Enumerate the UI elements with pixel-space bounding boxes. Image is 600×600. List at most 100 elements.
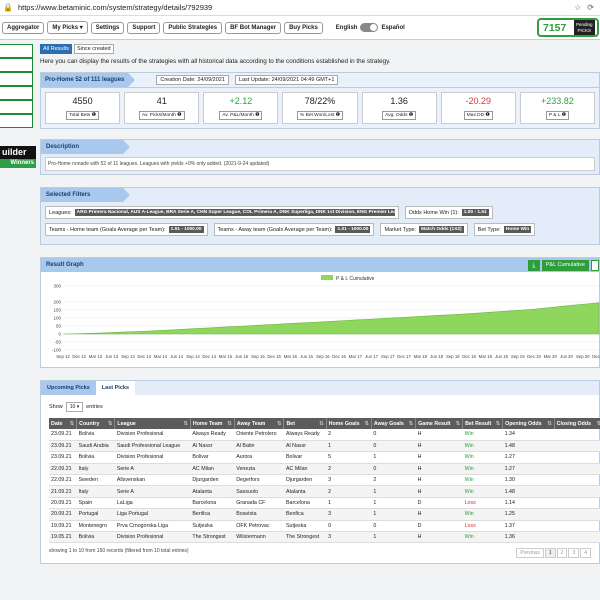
tab-since-created[interactable]: Since created <box>73 44 114 54</box>
tab-all-results[interactable]: All Results <box>40 44 72 54</box>
table-row[interactable]: 19.09.21 Montenegro Prva Crnogorska Liga Su… <box>49 520 600 533</box>
table-row[interactable]: 23.09.21 Bolivia Division Profesional Alway… <box>49 429 600 441</box>
table-cell: 1.37 <box>502 520 555 533</box>
column-header[interactable]: Closing Odds ⇅ <box>554 418 600 429</box>
description-panel: Description Pro-Home nonade with 52 of 1… <box>40 139 600 175</box>
strategy-header: Pro-Home 52 of 111 leagues Creation Date… <box>40 72 600 88</box>
sort-icon[interactable]: ⇅ <box>596 420 600 427</box>
url-text[interactable]: https://www.betaminic.com/system/strateg… <box>17 3 213 12</box>
pager-page[interactable]: 1 <box>544 548 556 559</box>
column-header[interactable]: League ⇅ <box>114 418 191 429</box>
table-cell: Sweden <box>76 474 115 487</box>
table-cell: D <box>415 497 463 510</box>
x-tick-label: Dec 15 <box>267 354 281 359</box>
creation-date: Creation Date: 24/09/2021 <box>156 75 229 85</box>
sort-icon[interactable]: ⇅ <box>547 420 552 427</box>
column-header[interactable]: Home Goals ⇅ <box>326 418 372 429</box>
stat-label: P & L ❶ <box>545 111 569 120</box>
column-header[interactable]: Away Goals ⇅ <box>371 418 417 429</box>
table-row[interactable]: 23.09.21 Bolivia Division Profesional Boliv… <box>49 451 600 464</box>
x-tick-label: Sep 13 <box>121 354 135 359</box>
x-tick-label: Jun 17 <box>365 354 379 359</box>
sidebar-item[interactable] <box>0 100 33 114</box>
table-cell: 1.25 <box>502 508 555 521</box>
table-row[interactable]: 23.09.21 Saudi Arabia Saudi Professional L… <box>49 440 600 453</box>
sort-icon[interactable]: ⇅ <box>183 420 188 427</box>
table-cell: 1 <box>371 485 416 498</box>
table-row[interactable]: 22.09.21 Sweden Allsvenskan Djurgarden Deger… <box>49 474 600 487</box>
column-header[interactable]: Country ⇅ <box>76 418 116 429</box>
lang-english[interactable]: English <box>335 24 358 31</box>
nav-buy-picks[interactable]: Buy Picks <box>284 21 323 34</box>
sidebar-item[interactable] <box>0 86 33 100</box>
table-cell: Sutjeska <box>283 520 327 533</box>
table-row[interactable]: 19.05.21 Bolivia Division Profesional The S… <box>49 531 600 544</box>
sort-icon[interactable]: ⇅ <box>319 420 324 427</box>
column-header[interactable]: Game Result ⇅ <box>415 418 464 429</box>
nav-aggregator[interactable]: Aggregator <box>2 21 45 34</box>
nav-support[interactable]: Support <box>127 21 161 34</box>
pager-page[interactable]: 3 <box>568 548 580 559</box>
stat-label: Max DD ❶ <box>463 111 493 120</box>
sort-icon[interactable]: ⇅ <box>455 420 461 427</box>
pending-picks-counter[interactable]: 7157 Pending PICKS <box>537 18 599 37</box>
tab-last-picks[interactable]: Last Picks <box>95 381 136 395</box>
stat-value: 1.36 <box>390 96 408 106</box>
y-tick-label: -50 <box>54 340 61 345</box>
table-cell: Win <box>462 508 503 521</box>
column-header[interactable]: Home Team ⇅ <box>190 418 235 429</box>
pager-page[interactable]: 2 <box>556 548 568 559</box>
sort-icon[interactable]: ⇅ <box>495 420 501 427</box>
column-header[interactable]: Opening Odds ⇅ <box>502 418 555 429</box>
nav-public-strategies[interactable]: Public Strategies <box>163 21 223 34</box>
table-cell: 1.14 <box>502 497 555 510</box>
language-toggle[interactable] <box>360 23 379 32</box>
table-cell: 21.09.21 <box>49 485 77 498</box>
column-header[interactable]: Bet ⇅ <box>283 418 327 429</box>
pager-previous[interactable]: Previous <box>516 548 544 559</box>
download-icon[interactable]: ⤓ <box>527 259 540 271</box>
table-cell <box>554 508 600 521</box>
table-cell: 20.09.21 <box>49 497 77 510</box>
table-row[interactable]: 21.09.21 Italy Serie A Atalanta Sassuolo Atal… <box>49 485 600 498</box>
graph-toggle-button[interactable] <box>591 259 599 271</box>
top-navigation: Aggregator My Picks ▾ Settings Support P… <box>0 16 600 40</box>
nav-bf-bot-manager[interactable]: BF Bot Manager <box>225 21 282 34</box>
graph-title: Result Graph <box>41 258 98 272</box>
strategy-name: Pro-Home 52 of 111 leagues <box>41 73 136 87</box>
table-cell: Bolivar <box>283 451 327 464</box>
sort-icon[interactable]: ⇅ <box>107 420 113 427</box>
star-icon[interactable]: ☆ <box>574 3 582 12</box>
browser-address-bar[interactable]: 🔒 https://www.betaminic.com/system/strat… <box>0 0 600 16</box>
lang-spanish[interactable]: Español <box>381 24 405 31</box>
sort-icon[interactable]: ⇅ <box>227 420 232 427</box>
column-header[interactable]: Date ⇅ <box>49 418 78 429</box>
pager-page[interactable]: 4 <box>580 548 591 559</box>
sidebar-item[interactable] <box>0 72 33 86</box>
sidebar-item[interactable] <box>0 58 33 72</box>
legend-swatch <box>321 275 333 280</box>
sidebar-item[interactable] <box>0 114 33 128</box>
sort-icon[interactable]: ⇅ <box>277 420 282 427</box>
sidebar-item[interactable] <box>0 44 33 58</box>
column-header[interactable]: Bet Result ⇅ <box>462 418 504 429</box>
table-cell: Division Profesional <box>114 429 191 441</box>
table-row[interactable]: 22.09.21 Italy Serie A AC Milan Venezia AC Mi… <box>49 463 600 476</box>
pnl-cumulative-button[interactable]: P&L Cumulative <box>541 259 589 271</box>
entries-select[interactable]: 10 ▾ <box>65 402 84 412</box>
table-cell: OFK Petrovac <box>234 520 284 533</box>
sort-icon[interactable]: ⇅ <box>364 420 369 427</box>
nav-settings[interactable]: Settings <box>90 21 125 34</box>
tab-upcoming-picks[interactable]: Upcoming Picks <box>41 381 96 395</box>
intro-text: Here you can display the results of the … <box>40 58 391 65</box>
table-cell: 1.36 <box>502 531 555 544</box>
table-row[interactable]: 20.09.21 Portugal Liga Portugal Benfica Boav… <box>49 508 600 521</box>
column-header[interactable]: Away Team ⇅ <box>234 418 285 429</box>
sort-icon[interactable]: ⇅ <box>69 420 75 427</box>
nav-my-picks[interactable]: My Picks ▾ <box>47 21 88 34</box>
stat-card: 1.36 Avg. Odds ❶ <box>361 92 437 124</box>
table-cell: Oriente Petrolero <box>234 429 284 441</box>
sort-icon[interactable]: ⇅ <box>408 420 414 427</box>
table-row[interactable]: 20.09.21 Spain LaLiga Barcelona Granada CF Ba… <box>49 497 600 510</box>
refresh-icon[interactable]: ⟳ <box>587 3 594 12</box>
